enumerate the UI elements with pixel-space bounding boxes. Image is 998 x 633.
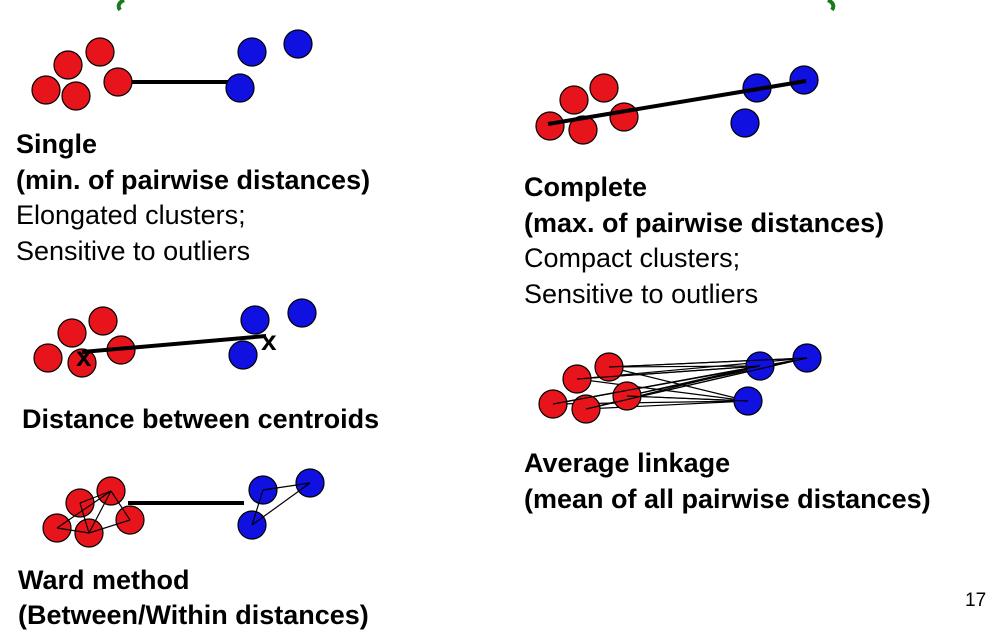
complete-definition: (max. of pairwise distances)	[524, 208, 885, 238]
single-title: Single	[16, 129, 98, 159]
cluster-a-point	[57, 318, 87, 348]
cluster-a-point	[33, 343, 63, 373]
cluster-a-point	[535, 111, 565, 141]
average-definition: (mean of all pairwise distances)	[524, 484, 931, 514]
cluster-b-point	[240, 305, 270, 335]
ward-title: Ward method	[18, 565, 190, 595]
ward-within-lines	[56, 482, 311, 534]
cluster-b-point	[287, 298, 317, 328]
complete-title: Complete	[524, 172, 648, 202]
single-linkage-illustration	[31, 29, 313, 111]
complete-property-2: Sensitive to outliers	[524, 279, 759, 309]
cluster-a-point	[31, 75, 61, 105]
cluster-a-point	[88, 306, 118, 336]
cluster-b-point	[225, 73, 255, 103]
pairwise-lines-overlay	[552, 357, 808, 410]
page-number: 17	[965, 590, 987, 611]
average-linkage-illustration	[538, 343, 822, 424]
cluster-a-point	[53, 50, 83, 80]
cluster-b-point	[730, 108, 760, 138]
cluster-a-point	[61, 81, 91, 111]
centroid-link-line	[81, 334, 267, 354]
cluster-a-point	[67, 348, 97, 378]
cluster-a-point	[568, 115, 598, 145]
average-title: Average linkage	[524, 448, 731, 478]
centroid-b-marker: x	[261, 325, 277, 356]
cluster-b-point	[228, 340, 258, 370]
ward-illustration	[42, 468, 325, 548]
cluster-a-point	[609, 102, 639, 132]
cluster-a-point	[103, 67, 133, 97]
centroid-illustration: x x	[33, 298, 317, 378]
title-fragment-right	[827, 0, 836, 12]
cluster-b-point	[237, 37, 267, 67]
centroid-title: Distance between centroids	[22, 404, 380, 434]
cluster-a-point	[589, 73, 619, 103]
complete-link-line	[547, 79, 807, 126]
single-property-2: Sensitive to outliers	[16, 236, 251, 266]
centroid-a-marker: x	[76, 341, 92, 372]
cluster-a-point	[559, 85, 589, 115]
title-fragment-left	[116, 0, 125, 12]
single-property-1: Elongated clusters;	[16, 200, 246, 230]
single-definition: (min. of pairwise distances)	[16, 165, 371, 195]
cluster-b-point	[283, 29, 313, 59]
ward-definition: (Between/Within distances)	[18, 600, 369, 630]
complete-property-1: Compact clusters;	[524, 243, 741, 273]
complete-linkage-illustration	[535, 65, 819, 145]
cluster-a-point	[85, 37, 115, 67]
